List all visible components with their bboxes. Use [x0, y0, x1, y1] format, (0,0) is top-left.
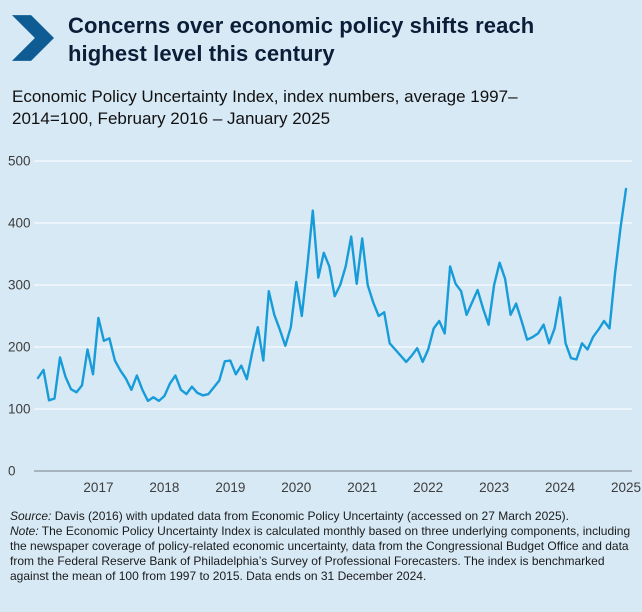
footer-notes: Source: Davis (2016) with updated data f… [0, 509, 642, 584]
chevron-shape [12, 15, 54, 61]
y-tick-label: 500 [8, 153, 31, 168]
x-tick-label: 2017 [83, 480, 113, 495]
x-tick-label: 2023 [479, 480, 509, 495]
x-tick-label: 2022 [413, 480, 443, 495]
note-label: Note: [10, 523, 39, 538]
note-text: The Economic Policy Uncertainty Index is… [10, 523, 631, 583]
x-tick-label: 2025 [611, 480, 641, 495]
source-label: Source: [10, 508, 52, 523]
chart-subtitle: Economic Policy Uncertainty Index, index… [12, 86, 518, 129]
epu-index-line [36, 187, 628, 402]
y-tick-label: 400 [8, 215, 31, 230]
header: Concerns over economic policy shifts rea… [0, 0, 642, 68]
y-tick-label: 100 [8, 401, 31, 416]
epu-line-chart: 0 100 200 300 400 500 2017 2018 2019 2020 2021 2022… [8, 153, 641, 495]
note-line: Note: The Economic Policy Uncertainty In… [10, 524, 632, 584]
y-tick-label: 200 [8, 339, 31, 354]
y-tick-label: 300 [8, 277, 31, 292]
x-tick-label: 2019 [215, 480, 245, 495]
y-tick-label: 0 [8, 463, 16, 478]
double-chevron-right-icon [12, 14, 54, 67]
x-tick-label: 2018 [149, 480, 179, 495]
x-tick-label: 2024 [545, 480, 576, 495]
x-tick-label: 2021 [347, 480, 377, 495]
page-title: Concerns over economic policy shifts rea… [68, 13, 535, 66]
source-line: Source: Davis (2016) with updated data f… [10, 509, 632, 524]
x-tick-label: 2020 [281, 480, 311, 495]
source-text: Davis (2016) with updated data from Econ… [51, 508, 569, 523]
